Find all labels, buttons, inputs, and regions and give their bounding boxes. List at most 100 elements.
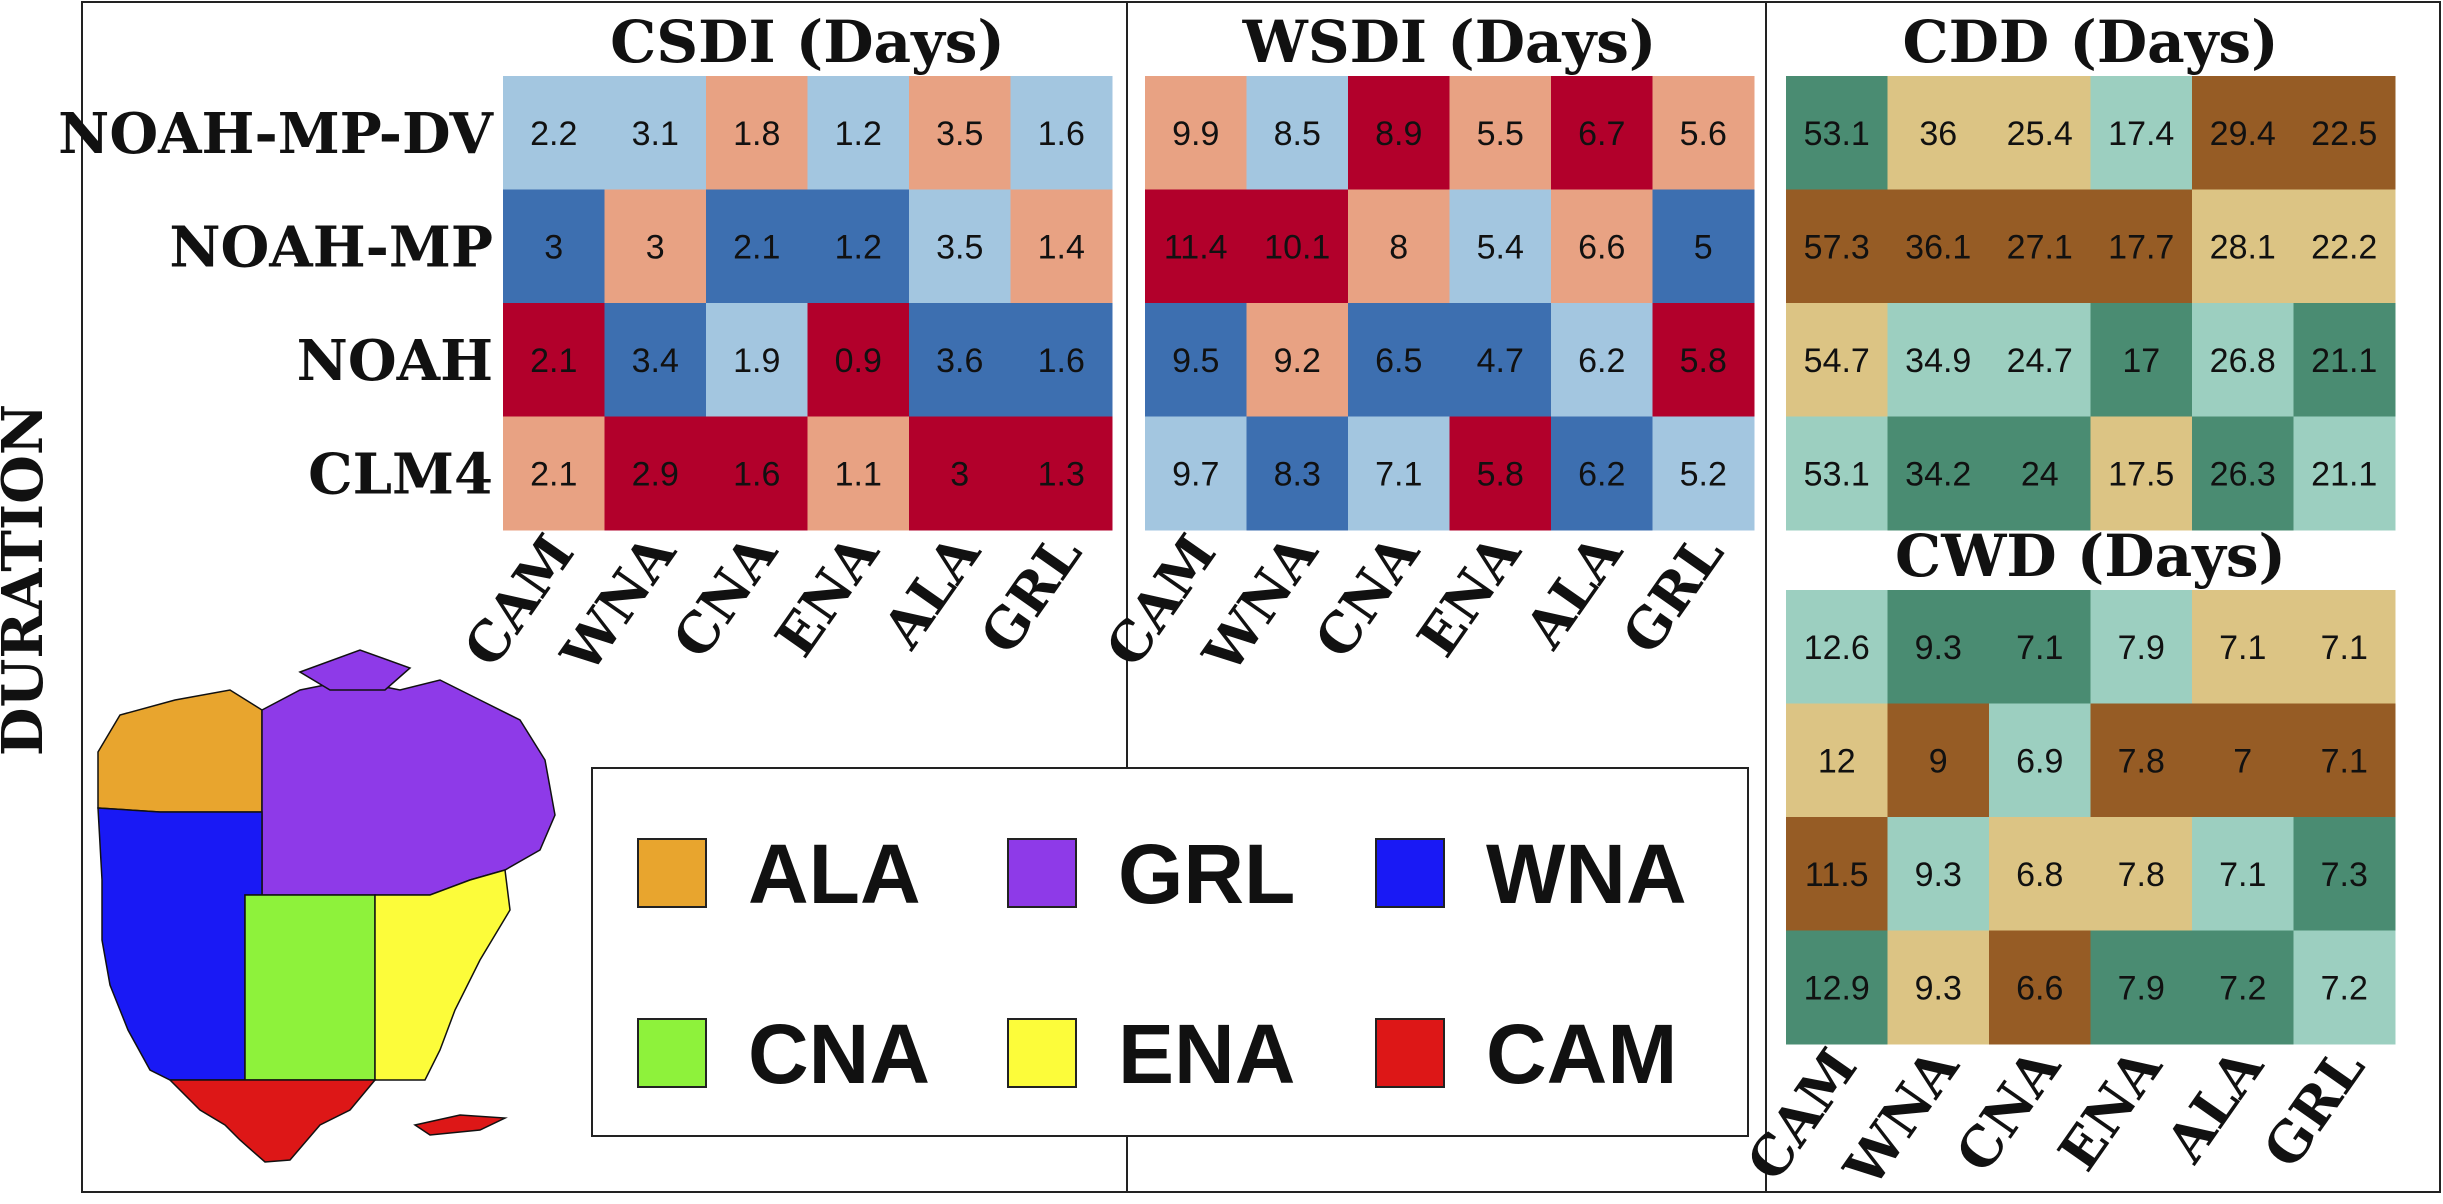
cwd-days-cell — [1786, 590, 1888, 704]
cwd-days-cell-label: 7.1 — [2321, 742, 2368, 780]
csdi-days-cell-label: 1.2 — [835, 228, 882, 266]
wsdi-days-col-label-wna: WNA — [1190, 522, 1331, 685]
cwd-days-cell — [2090, 703, 2193, 818]
cdd-days-cell-label: 25.4 — [2007, 115, 2073, 153]
cwd-days-cell-label: 6.8 — [2016, 856, 2063, 894]
csdi-days-cell — [503, 189, 605, 304]
csdi-days-cell-label: 1.3 — [1038, 455, 1085, 493]
cwd-days-cell — [2192, 703, 2294, 818]
csdi-days-cell-label: 1.8 — [733, 115, 780, 153]
csdi-days-cell-label: 1.9 — [733, 342, 780, 380]
wsdi-days-cell — [1551, 189, 1653, 304]
row-label-noah-mp: NOAH-MP — [169, 214, 493, 280]
cdd-days-cell-label: 26.8 — [2210, 342, 2276, 380]
csdi-days-title: CSDI (Days) — [610, 8, 1005, 76]
cdd-days-cell-label: 17.5 — [2108, 455, 2174, 493]
cwd-days-col-label-grl: GRL — [2250, 1037, 2376, 1179]
wsdi-days-cell — [1246, 303, 1349, 417]
figure-frame — [81, 1, 2441, 1193]
cwd-days-cell-label: 7.1 — [2219, 629, 2266, 667]
wsdi-days-cell — [1652, 303, 1755, 417]
cwd-days-cell — [2293, 703, 2396, 818]
wsdi-days-cell-label: 7.1 — [1375, 455, 1422, 493]
map-region-cna — [244, 894, 376, 1081]
wsdi-days-cell — [1348, 303, 1450, 417]
csdi-days-cell — [503, 76, 605, 190]
cwd-days-cell-label: 7.3 — [2321, 856, 2368, 894]
csdi-days-cell — [503, 303, 605, 417]
csdi-days-cell — [1010, 189, 1113, 304]
csdi-days-cell-label: 3 — [544, 228, 563, 266]
wsdi-days-cell — [1449, 189, 1552, 304]
wsdi-days-cell-label: 6.2 — [1578, 455, 1625, 493]
csdi-days-cell — [807, 76, 910, 190]
cdd-days-cell — [1887, 416, 1990, 531]
legend-swatch-wna — [1375, 838, 1445, 908]
wsdi-days-cell-label: 8.5 — [1274, 115, 1321, 153]
cwd-days-cell-label: 7.9 — [2118, 629, 2165, 667]
cdd-days-cell — [1786, 76, 1888, 190]
wsdi-days-cell — [1246, 416, 1349, 531]
cwd-days-cell-label: 9.3 — [1915, 856, 1962, 894]
csdi-days-col-label-wna: WNA — [548, 522, 689, 685]
cwd-days-cell — [1989, 930, 2091, 1045]
cwd-days-cell — [2192, 930, 2294, 1045]
csdi-days-cell — [909, 303, 1011, 417]
row-label-noah-mp-dv: NOAH-MP-DV — [58, 101, 494, 167]
wsdi-days-cell-label: 5.8 — [1477, 455, 1524, 493]
cdd-days-cell — [2090, 416, 2193, 531]
wsdi-days-cell — [1145, 416, 1247, 531]
csdi-days-col-label-cna: CNA — [660, 522, 790, 670]
csdi-days-cell — [706, 416, 808, 531]
wsdi-days-cell-label: 6.7 — [1578, 115, 1625, 153]
legend-swatch-cna — [637, 1018, 707, 1088]
cwd-days-cell — [2090, 590, 2193, 704]
csdi-days-cell — [604, 416, 707, 531]
cdd-days-cell — [2192, 189, 2294, 304]
cdd-days-cell-label: 36 — [1919, 115, 1957, 153]
cwd-days-cell-label: 7.1 — [2321, 629, 2368, 667]
cdd-days-cell — [2293, 189, 2396, 304]
cwd-days-cell-label: 7.8 — [2118, 856, 2165, 894]
wsdi-days-cell-label: 5.5 — [1477, 115, 1524, 153]
csdi-days-cell — [909, 76, 1011, 190]
legend-swatch-cam — [1375, 1018, 1445, 1088]
cdd-days-cell-label: 22.5 — [2311, 115, 2377, 153]
csdi-days-col-label-ena: ENA — [763, 522, 892, 668]
csdi-days-cell-label: 3.5 — [936, 228, 983, 266]
wsdi-days-cell — [1652, 76, 1755, 190]
wsdi-days-cell-label: 4.7 — [1477, 342, 1524, 380]
csdi-days-cell-label: 1.6 — [1038, 342, 1085, 380]
cdd-days-cell — [1786, 303, 1888, 417]
csdi-days-cell-label: 3.6 — [936, 342, 983, 380]
map-region-cam — [168, 1079, 377, 1163]
map-region-cam-islands — [413, 1114, 508, 1136]
csdi-days-cell-label: 3 — [950, 455, 969, 493]
csdi-days-cell — [807, 189, 910, 304]
cwd-days-col-label-ena: ENA — [2046, 1036, 2175, 1182]
csdi-days-cell-label: 1.1 — [835, 455, 882, 493]
wsdi-days-col-label-grl: GRL — [1609, 523, 1735, 665]
wsdi-days-cell-label: 6.2 — [1578, 342, 1625, 380]
wsdi-days-cell — [1348, 189, 1450, 304]
csdi-days-cell — [706, 76, 808, 190]
cwd-days-cell-label: 7.1 — [2219, 856, 2266, 894]
csdi-days-cell — [503, 416, 605, 531]
cwd-days-cell — [1887, 930, 1990, 1045]
cdd-days-cell-label: 34.9 — [1905, 342, 1971, 380]
wsdi-days-cell — [1449, 303, 1552, 417]
legend-box — [591, 767, 1749, 1137]
cwd-days-cell — [1989, 817, 2091, 931]
wsdi-days-col-label-ena: ENA — [1405, 522, 1534, 668]
csdi-days-cell — [1010, 76, 1113, 190]
cdd-days-cell — [2090, 189, 2193, 304]
cwd-days-col-label-wna: WNA — [1831, 1036, 1972, 1199]
side-label: DURATION — [0, 404, 56, 756]
cdd-days-cell-label: 24 — [2021, 455, 2059, 493]
cdd-days-cell — [2090, 76, 2193, 190]
wsdi-days-cell — [1652, 416, 1755, 531]
csdi-days-cell-label: 0.9 — [835, 342, 882, 380]
csdi-days-cell — [1010, 303, 1113, 417]
cdd-days-cell — [1786, 189, 1888, 304]
